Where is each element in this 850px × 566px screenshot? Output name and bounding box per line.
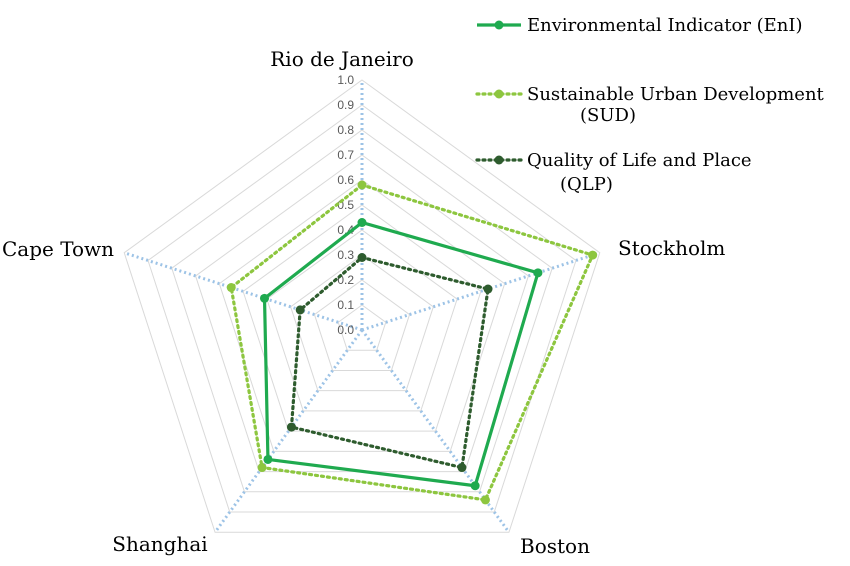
- tick-label: 0.1: [337, 298, 354, 312]
- grid-ring-0.5: [242, 204, 482, 432]
- legend-swatch-marker: [494, 20, 504, 30]
- legend-item-1: Sustainable Urban Development(SUD): [475, 84, 825, 126]
- radar-axes: [123, 80, 601, 534]
- data-point: [226, 283, 236, 293]
- data-point: [357, 218, 367, 227]
- tick-label: 0.0: [337, 323, 354, 337]
- legend-label: Environmental Indicator (EnI): [527, 15, 803, 36]
- legend-item-0: Environmental Indicator (EnI): [477, 15, 803, 36]
- tick-label: 0.8: [337, 123, 354, 137]
- legend-label-continued: (QLP): [560, 174, 613, 195]
- legend-swatch-marker: [494, 89, 504, 99]
- category-label: Shanghai: [112, 532, 207, 556]
- series-line-1: [229, 183, 595, 502]
- legend-swatch-marker: [494, 155, 504, 165]
- tick-label: 0.9: [337, 98, 354, 112]
- category-labels: Rio de Janeiro Stockholm Boston Shanghai Cap…: [2, 47, 725, 558]
- tick-label: 0.7: [337, 148, 354, 162]
- legend-label: Sustainable Urban Development: [527, 84, 825, 105]
- series-2: [286, 253, 493, 473]
- tick-label: 0.3: [337, 248, 354, 262]
- data-point: [295, 305, 305, 315]
- series-0: [260, 218, 543, 491]
- tick-label: 0.5: [337, 198, 354, 212]
- grid-ring-0.1: [337, 304, 387, 351]
- data-point: [470, 481, 480, 491]
- series-1: [226, 180, 598, 505]
- data-point: [588, 250, 598, 260]
- grid-ring-0.4: [266, 229, 458, 412]
- axis-spoke-3: [213, 329, 364, 534]
- tick-label: 0.6: [337, 173, 354, 187]
- series-line-0: [262, 220, 540, 488]
- data-point: [260, 293, 270, 303]
- grid-ring-0.2: [313, 279, 411, 371]
- grid-ring-0.3: [290, 254, 434, 392]
- grid-ring-0.8: [171, 129, 553, 493]
- axis-spoke-2: [360, 329, 511, 534]
- axis-spoke-4: [123, 251, 363, 332]
- data-point: [263, 454, 273, 464]
- category-label: Boston: [520, 534, 590, 558]
- category-label: Rio de Janeiro: [270, 47, 414, 71]
- tick-label: 1.0: [337, 73, 354, 87]
- grid-ring-0.9: [147, 104, 577, 513]
- data-point: [357, 253, 367, 262]
- data-point: [483, 284, 493, 294]
- legend: Environmental Indicator (EnI) Sustainable…: [475, 15, 825, 195]
- legend-label: Quality of Life and Place: [527, 150, 752, 171]
- category-label: Cape Town: [2, 237, 114, 261]
- data-point: [533, 268, 543, 278]
- data-point: [480, 495, 490, 505]
- data-point: [286, 422, 296, 432]
- legend-item-2: Quality of Life and Place (QLP): [475, 150, 752, 195]
- grid-ring-1.0: [123, 79, 601, 533]
- category-label: Stockholm: [618, 236, 725, 260]
- data-point: [357, 180, 367, 190]
- legend-label-continued: (SUD): [580, 105, 636, 126]
- grid-ring-0.6: [218, 179, 506, 452]
- data-point: [457, 463, 467, 473]
- series-line-2: [289, 255, 490, 470]
- data-point: [257, 463, 267, 473]
- radar-series: [226, 180, 598, 505]
- axis-spoke-1: [361, 251, 601, 332]
